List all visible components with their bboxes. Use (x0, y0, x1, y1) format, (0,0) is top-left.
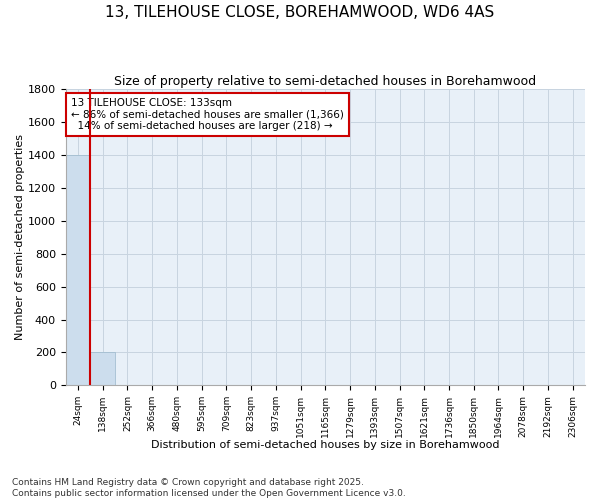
Title: Size of property relative to semi-detached houses in Borehamwood: Size of property relative to semi-detach… (114, 75, 536, 88)
Y-axis label: Number of semi-detached properties: Number of semi-detached properties (15, 134, 25, 340)
X-axis label: Distribution of semi-detached houses by size in Borehamwood: Distribution of semi-detached houses by … (151, 440, 500, 450)
Text: Contains HM Land Registry data © Crown copyright and database right 2025.
Contai: Contains HM Land Registry data © Crown c… (12, 478, 406, 498)
Bar (65, 155, 91, 386)
Bar (91, 352, 115, 386)
Text: 13 TILEHOUSE CLOSE: 133sqm
← 86% of semi-detached houses are smaller (1,366)
  1: 13 TILEHOUSE CLOSE: 133sqm ← 86% of semi… (71, 98, 344, 132)
Text: 13, TILEHOUSE CLOSE, BOREHAMWOOD, WD6 4AS: 13, TILEHOUSE CLOSE, BOREHAMWOOD, WD6 4A… (106, 5, 494, 20)
